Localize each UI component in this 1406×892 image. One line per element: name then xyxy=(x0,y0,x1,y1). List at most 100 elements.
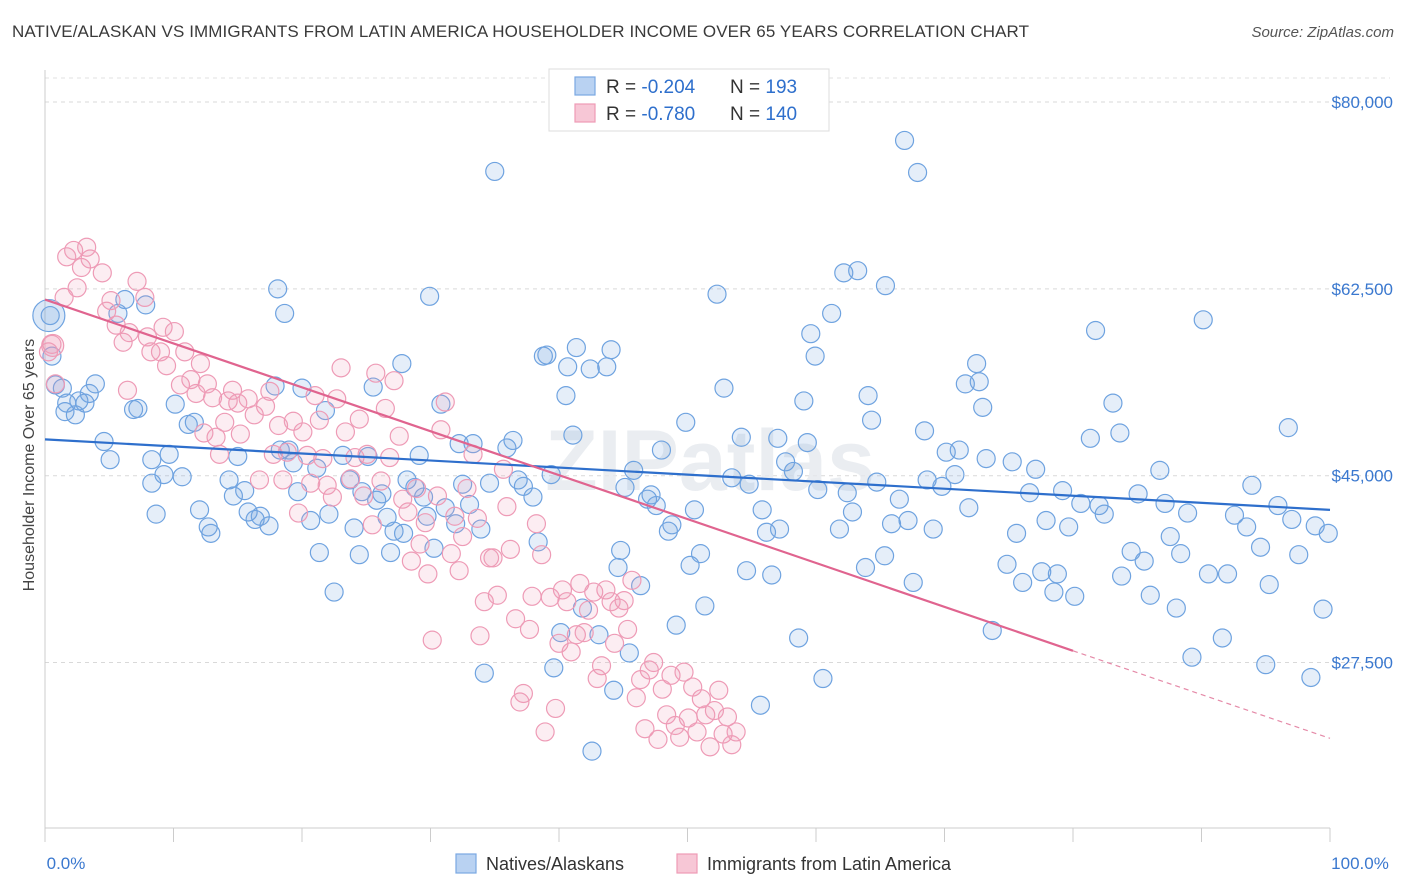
point-natives xyxy=(1193,310,1213,330)
x-tick-label-max: 100.0% xyxy=(1331,854,1389,873)
point-immigrants xyxy=(457,478,477,499)
legend-bottom-swatch-blue xyxy=(455,853,477,874)
point-natives xyxy=(914,421,935,441)
point-immigrants xyxy=(626,688,646,708)
point-immigrants xyxy=(652,679,672,699)
point-immigrants xyxy=(190,353,211,374)
point-natives xyxy=(1112,566,1132,586)
point-natives xyxy=(172,467,192,487)
source-label: Source: ZipAtlas.com xyxy=(1251,24,1394,41)
point-natives xyxy=(344,518,364,538)
point-immigrants xyxy=(101,291,121,311)
point-natives xyxy=(875,276,896,296)
point-immigrants xyxy=(513,683,534,704)
point-immigrants xyxy=(574,623,594,643)
point-natives xyxy=(1212,628,1232,648)
point-natives xyxy=(797,432,817,453)
point-natives xyxy=(1032,562,1052,582)
point-natives xyxy=(508,470,528,490)
point-natives xyxy=(268,279,288,299)
point-immigrants xyxy=(670,727,690,747)
point-natives xyxy=(695,596,715,616)
series-legend: Natives/Alaskans Immigrants from Latin A… xyxy=(455,853,952,874)
point-immigrants xyxy=(519,619,540,640)
chart-title: NATIVE/ALASKAN VS IMMIGRANTS FROM LATIN … xyxy=(12,22,1030,41)
point-immigrants xyxy=(410,534,430,554)
point-natives xyxy=(409,445,429,466)
point-natives xyxy=(889,489,909,509)
axes xyxy=(44,70,1331,842)
point-natives xyxy=(1094,504,1114,524)
point-immigrants xyxy=(354,486,374,506)
point-natives xyxy=(85,374,105,394)
svg-text:R = -0.204: R = -0.204 xyxy=(606,77,696,98)
point-immigrants xyxy=(263,444,283,464)
point-natives xyxy=(1256,655,1276,675)
legend-r-label-pink: R = xyxy=(606,104,641,125)
point-natives xyxy=(1080,428,1100,448)
point-natives xyxy=(1150,460,1170,480)
point-immigrants xyxy=(674,662,694,682)
point-natives xyxy=(1242,475,1262,495)
point-immigrants xyxy=(691,689,711,709)
point-natives xyxy=(384,521,404,541)
point-natives xyxy=(1182,647,1202,667)
point-natives xyxy=(690,544,711,564)
point-immigrants xyxy=(260,381,280,401)
point-natives xyxy=(301,510,321,531)
point-natives xyxy=(955,374,975,394)
point-immigrants xyxy=(532,545,552,565)
point-natives xyxy=(848,261,868,281)
point-natives xyxy=(159,444,179,464)
y-axis-label: Householder Income Over 65 years xyxy=(21,339,38,592)
point-natives xyxy=(651,440,672,460)
point-natives xyxy=(340,470,360,490)
point-natives xyxy=(1085,320,1106,341)
point-natives xyxy=(349,545,369,565)
point-immigrants xyxy=(497,497,517,517)
point-natives xyxy=(380,542,401,563)
point-natives xyxy=(982,620,1002,641)
point-immigrants xyxy=(500,539,520,559)
point-natives xyxy=(544,658,564,678)
trend-line-immigrants-extension xyxy=(1072,650,1331,739)
point-natives xyxy=(40,305,60,326)
point-natives xyxy=(945,465,965,485)
point-natives xyxy=(861,410,882,430)
point-natives xyxy=(805,346,825,366)
point-natives xyxy=(128,398,148,419)
point-immigrants xyxy=(717,707,738,727)
point-immigrants xyxy=(313,449,333,469)
y-tick-labels: $27,500 $45,000 $62,500 $80,000 xyxy=(1332,93,1393,672)
point-immigrants xyxy=(92,263,112,283)
series-immigrants-points xyxy=(38,237,746,757)
point-immigrants xyxy=(45,374,66,394)
point-natives xyxy=(597,357,617,377)
point-natives xyxy=(959,498,979,518)
point-natives xyxy=(967,353,987,374)
point-immigrants xyxy=(301,473,321,493)
point-natives xyxy=(1013,572,1033,593)
point-natives xyxy=(1155,493,1175,514)
legend-swatch-pink xyxy=(574,103,596,123)
point-natives xyxy=(881,514,902,534)
point-immigrants xyxy=(422,630,442,650)
point-natives xyxy=(1278,418,1298,438)
point-immigrants xyxy=(648,729,668,749)
point-natives xyxy=(611,540,631,561)
point-natives xyxy=(1134,551,1154,571)
point-natives xyxy=(1171,544,1191,564)
point-natives xyxy=(997,554,1017,574)
point-natives xyxy=(894,130,915,151)
point-immigrants xyxy=(596,580,616,600)
point-immigrants xyxy=(398,502,418,522)
point-immigrants xyxy=(288,503,309,523)
point-immigrants xyxy=(604,633,625,653)
point-natives xyxy=(752,500,772,520)
point-immigrants xyxy=(467,508,487,528)
point-natives xyxy=(556,386,576,406)
point-natives xyxy=(165,394,185,414)
point-natives xyxy=(523,487,543,507)
point-natives xyxy=(324,582,344,602)
point-natives xyxy=(684,500,705,520)
